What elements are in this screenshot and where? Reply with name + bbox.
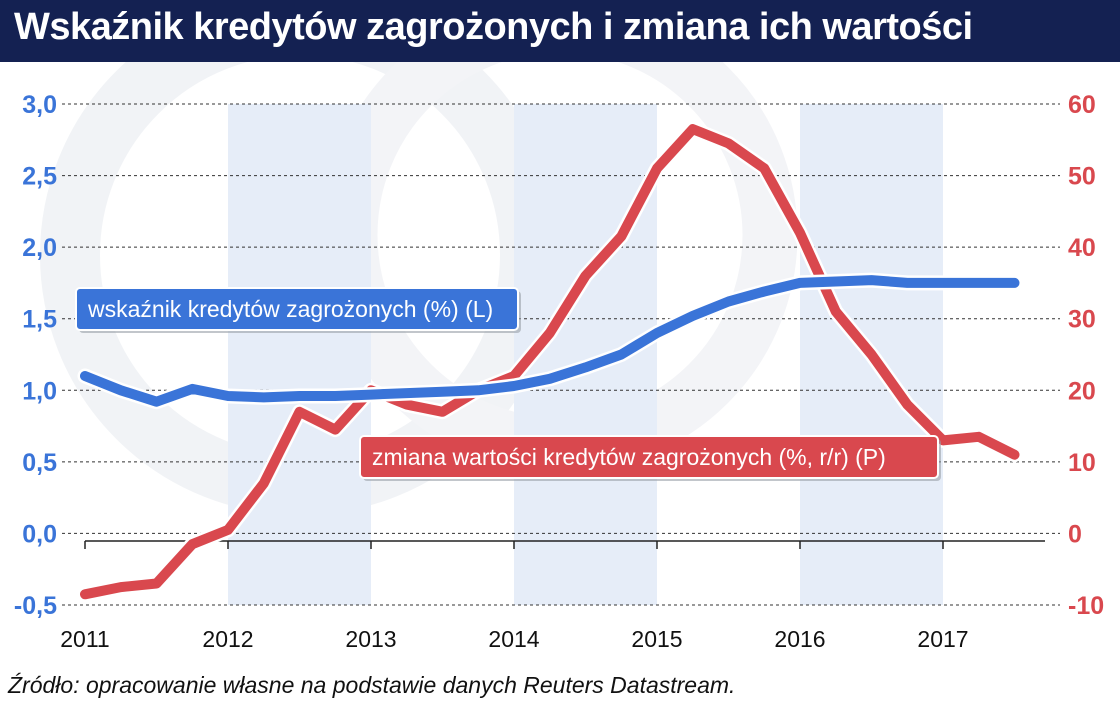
ratio-point [656,332,658,334]
change-point [942,439,944,441]
y-left-tick-label: 1,0 [22,377,57,405]
change-point [978,436,980,438]
change-point [191,543,193,545]
ratio-point [620,354,622,356]
y-left-tick-label: 3,0 [22,91,57,119]
series-label-ratio-box [75,287,519,331]
ratio-point [1014,282,1016,284]
y-right-tick-label: 30 [1068,306,1096,334]
y-left-tick-label: 0,5 [22,449,57,477]
ratio-point [120,389,122,391]
change-point [728,142,730,144]
change-point [799,232,801,234]
y-right-tick-label: 0 [1068,520,1082,548]
change-point [442,411,444,413]
y-right-tick-label: 40 [1068,234,1096,262]
y-right-tick-label: -10 [1068,592,1104,620]
ratio-point [835,280,837,282]
x-tick-label: 2017 [917,626,968,652]
ratio-point [406,392,408,394]
ratio-point [84,375,86,377]
ratio-point [728,301,730,303]
x-tick-label: 2014 [488,626,539,652]
change-point [906,404,908,406]
change-point [513,375,515,377]
series-label-change: zmiana wartości kredytów zagrożonych (%,… [372,444,886,470]
ratio-point [477,389,479,391]
y-left-tick-label: -0,5 [14,592,57,620]
y-left-tick-label: 2,0 [22,234,57,262]
chart-title: Wskaźnik kredytów zagrożonych i zmiana i… [14,6,973,48]
change-point [1014,454,1016,456]
series-line-ratio [80,275,1020,407]
change-point [227,529,229,531]
title-bar: Wskaźnik kredytów zagrożonych i zmiana i… [0,0,1120,62]
change-point [84,593,86,595]
change-point [620,235,622,237]
ratio-point [585,366,587,368]
year-band-2012 [228,104,371,605]
change-point [263,482,265,484]
x-tick-label: 2011 [60,626,109,652]
ratio-point [156,401,158,403]
line-chart: 3,0 60 2,5 50 2,0 40 1,5 30 1,0 20 0,5 10 0,0 0 -0,5 -1… [14,62,1104,652]
ratio-point [263,396,265,398]
ratio-point [227,395,229,397]
ratio-point [549,378,551,380]
ratio-point [978,282,980,284]
x-tick-label: 2012 [202,626,253,652]
change-point [585,275,587,277]
ratio-point [191,388,193,390]
change-point [334,429,336,431]
ratio-point [799,282,801,284]
change-point [120,586,122,588]
series-label-ratio: wskaźnik kredytów zagrożonych (%) (L) [87,296,493,322]
change-point [299,411,301,413]
change-point [692,128,694,130]
ratio-point [299,395,301,397]
series-label-change-box [359,435,939,479]
ratio-point [334,395,336,397]
y-left-tick-label: 0,0 [22,520,57,548]
ratio-point [370,394,372,396]
y-left-tick-label: 1,5 [22,306,57,334]
ratio-point [513,385,515,387]
x-tick-label: 2015 [631,626,682,652]
y-right-tick-label: 10 [1068,449,1096,477]
ratio-point [942,282,944,284]
change-point [406,404,408,406]
ratio-point [906,282,908,284]
y-right-tick-label: 50 [1068,163,1096,191]
source-note: Źródło: opracowanie własne na podstawie … [8,672,736,698]
change-point [835,311,837,313]
ratio-point [442,391,444,393]
change-point [763,167,765,169]
ratio-point [763,291,765,293]
change-point [156,583,158,585]
change-point [549,332,551,334]
x-tick-label: 2013 [345,626,396,652]
y-right-tick-label: 20 [1068,377,1096,405]
y-left-tick-label: 2,5 [22,163,57,191]
series-line-change [80,124,1020,600]
ratio-point [871,279,873,281]
x-tick-label: 2016 [774,626,825,652]
y-right-tick-label: 60 [1068,91,1096,119]
change-point [871,354,873,356]
change-point [656,167,658,169]
ratio-point [692,315,694,317]
